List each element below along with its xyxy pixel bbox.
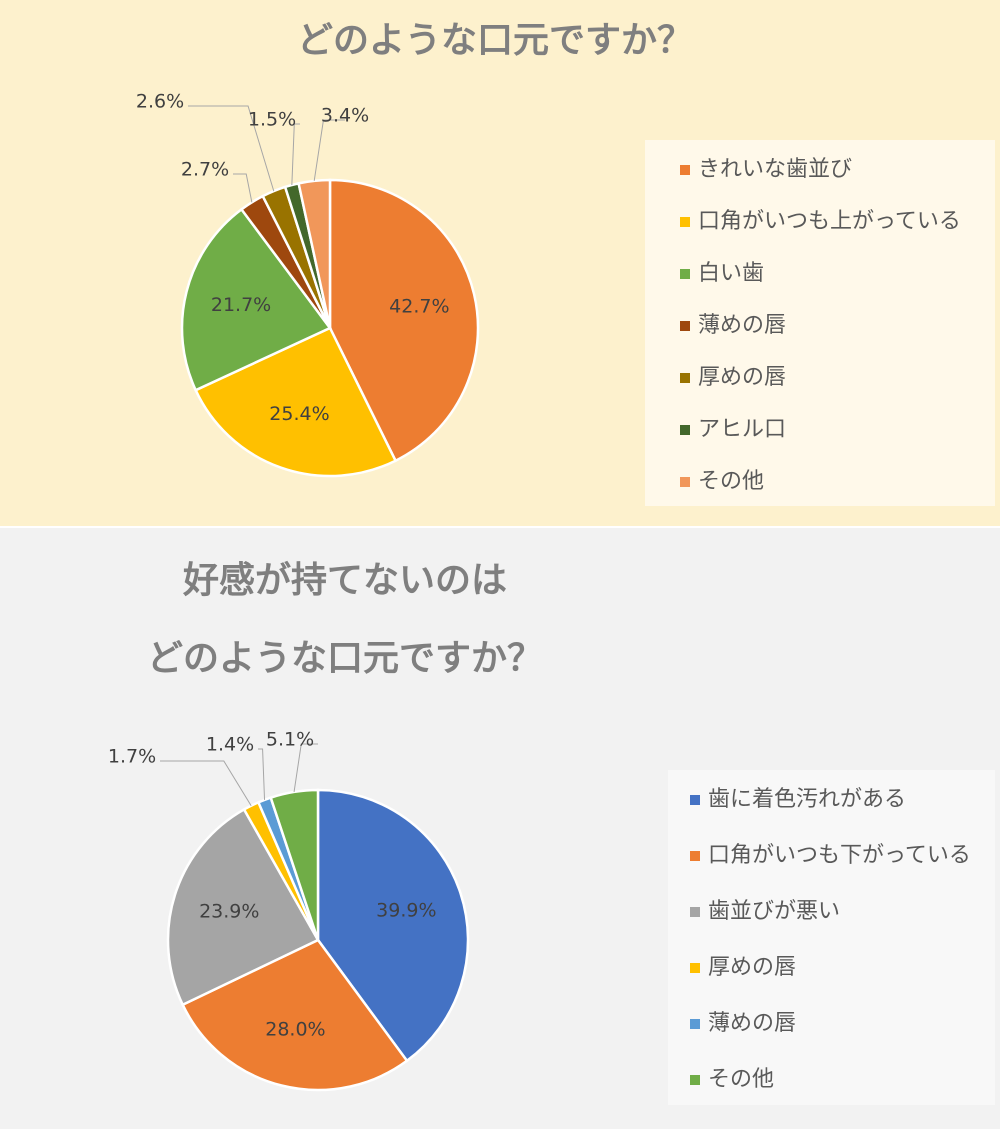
leader-line [293, 743, 318, 792]
legend-marker [690, 851, 700, 861]
legend-label: 口角がいつも下がっている [708, 843, 971, 868]
legend-label: 厚めの唇 [708, 955, 796, 980]
data-label: 25.4% [269, 403, 329, 425]
pie-slice [180, 207, 332, 392]
legend-marker [690, 963, 700, 973]
legend-label: 薄めの唇 [708, 1011, 796, 1036]
pie-slice [181, 938, 409, 1092]
leader-line [160, 760, 252, 806]
data-label: 23.9% [199, 901, 259, 923]
legend-marker [680, 217, 690, 227]
legend-label: 歯に着色汚れがある [708, 787, 906, 812]
chart-title: どのような口元ですか？ [297, 20, 693, 61]
pie-slice [194, 326, 398, 478]
leader-line [258, 748, 266, 800]
data-label: 1.7% [108, 746, 156, 768]
data-label: 42.7% [389, 296, 449, 318]
legend-marker [680, 165, 690, 175]
legend-box [668, 770, 995, 1105]
chart-title: 好感が持てないのは [182, 560, 507, 601]
pie-slice [166, 807, 320, 1007]
data-label: 39.9% [376, 899, 436, 921]
data-label: 28.0% [265, 1019, 325, 1041]
legend-marker [680, 373, 690, 383]
legend-label: その他 [708, 1067, 774, 1092]
legend-marker [690, 1075, 700, 1085]
legend-label: 白い歯 [698, 261, 764, 286]
legend-marker [690, 795, 700, 805]
chart-title: どのような口元ですか？ [147, 638, 543, 679]
legend-label: 厚めの唇 [698, 365, 786, 390]
legend-label: その他 [698, 469, 764, 494]
leader-line [313, 119, 345, 181]
data-label: 1.4% [206, 734, 254, 756]
legend-marker [680, 477, 690, 487]
legend-marker [680, 321, 690, 331]
legend-label: 口角がいつも上がっている [698, 209, 961, 234]
data-label: 1.5% [248, 109, 296, 131]
legend-label: 薄めの唇 [698, 313, 786, 338]
leader-line [291, 123, 300, 186]
data-label: 2.7% [181, 159, 229, 181]
legend-marker [690, 1019, 700, 1029]
legend-label: きれいな歯並び [698, 157, 852, 182]
leader-line [188, 105, 275, 192]
legend-label: アヒル口 [698, 417, 786, 442]
legend-box [645, 140, 995, 506]
legend-marker [680, 425, 690, 435]
legend-marker [680, 269, 690, 279]
legend-marker [690, 907, 700, 917]
pie-slice [269, 788, 320, 941]
legend-label: 歯並びが悪い [708, 899, 840, 924]
pie-slice [328, 178, 480, 463]
data-label: 3.4% [321, 105, 369, 127]
data-label: 21.7% [211, 294, 271, 316]
leader-line [233, 173, 253, 203]
pie-slice [316, 788, 470, 1063]
data-label: 2.6% [136, 91, 184, 113]
data-label: 5.1% [266, 729, 314, 751]
